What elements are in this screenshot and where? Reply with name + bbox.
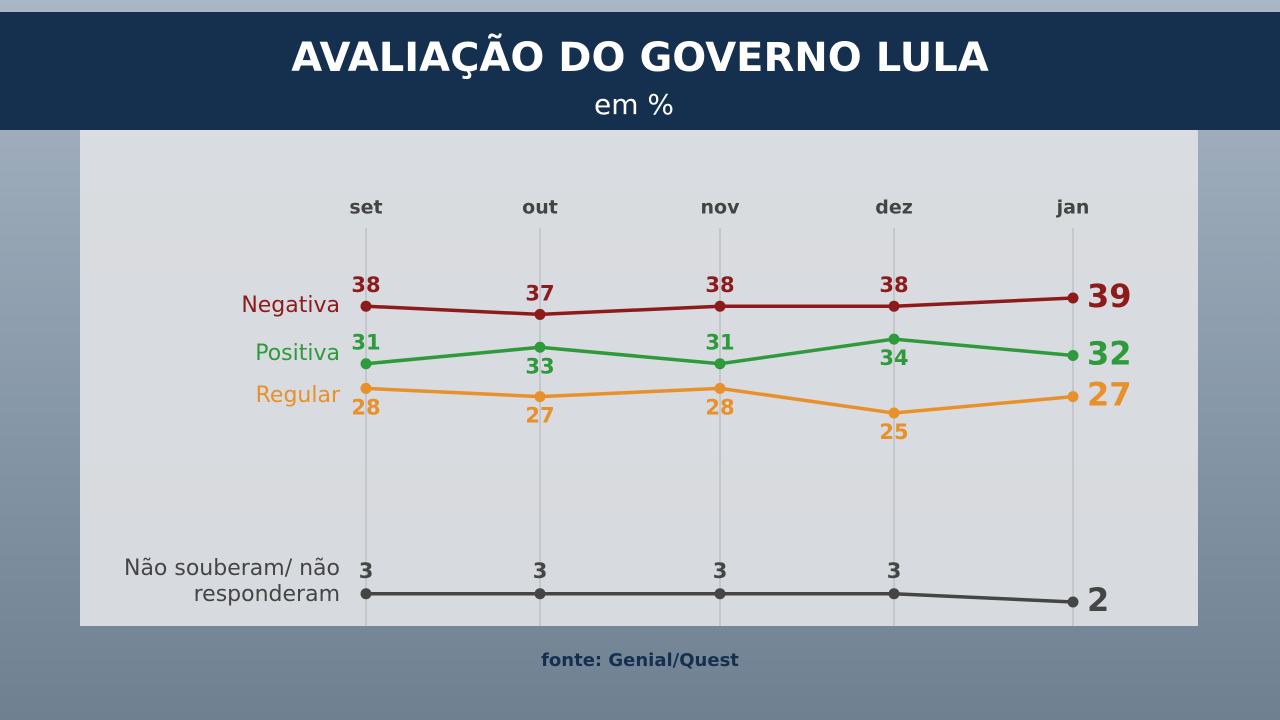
data-label: 27 (525, 404, 554, 428)
x-tick-label: jan (1056, 197, 1090, 219)
chart-title: AVALIAÇÃO DO GOVERNO LULA (291, 32, 988, 81)
point (714, 588, 726, 600)
point (714, 358, 726, 370)
series-name: Regular (255, 383, 340, 409)
data-label: 25 (879, 420, 908, 444)
header-band (0, 12, 1280, 130)
data-label: 28 (351, 395, 380, 419)
point (888, 407, 900, 419)
point (534, 588, 546, 600)
point (534, 308, 546, 320)
point (1067, 350, 1079, 362)
source: fonte: Genial/Quest (541, 650, 739, 671)
data-label: 27 (1087, 376, 1132, 414)
data-label: 32 (1087, 335, 1132, 373)
point (1067, 391, 1079, 403)
data-label: 2 (1087, 581, 1109, 619)
point (714, 382, 726, 394)
data-label: 34 (879, 346, 908, 370)
x-tick-label: dez (875, 197, 913, 219)
data-label: 38 (705, 273, 734, 297)
point (534, 391, 546, 403)
data-label: 3 (713, 559, 728, 583)
point (1067, 596, 1079, 608)
panel (80, 130, 1198, 626)
point (1067, 292, 1079, 304)
point (888, 588, 900, 600)
point (360, 588, 372, 600)
data-label: 3 (533, 559, 548, 583)
point (534, 341, 546, 353)
x-tick-label: set (349, 197, 382, 219)
data-label: 38 (879, 273, 908, 297)
data-label: 3 (359, 559, 374, 583)
point (714, 300, 726, 312)
data-label: 38 (351, 273, 380, 297)
series-name: Negativa (241, 293, 340, 319)
chart-subtitle: em % (594, 88, 674, 121)
point (360, 382, 372, 394)
series-name: Positiva (255, 340, 340, 366)
data-label: 37 (525, 281, 554, 305)
x-tick-label: nov (701, 197, 741, 219)
point (360, 300, 372, 312)
point (888, 333, 900, 345)
data-label: 39 (1087, 277, 1132, 315)
point (360, 358, 372, 370)
data-label: 31 (705, 331, 734, 355)
point (888, 300, 900, 312)
data-label: 28 (705, 395, 734, 419)
x-tick-label: out (522, 197, 558, 219)
data-label: 3 (887, 559, 902, 583)
data-label: 33 (525, 354, 554, 378)
data-label: 31 (351, 331, 380, 355)
series-name: Não souberam/ não responderam (123, 555, 340, 607)
